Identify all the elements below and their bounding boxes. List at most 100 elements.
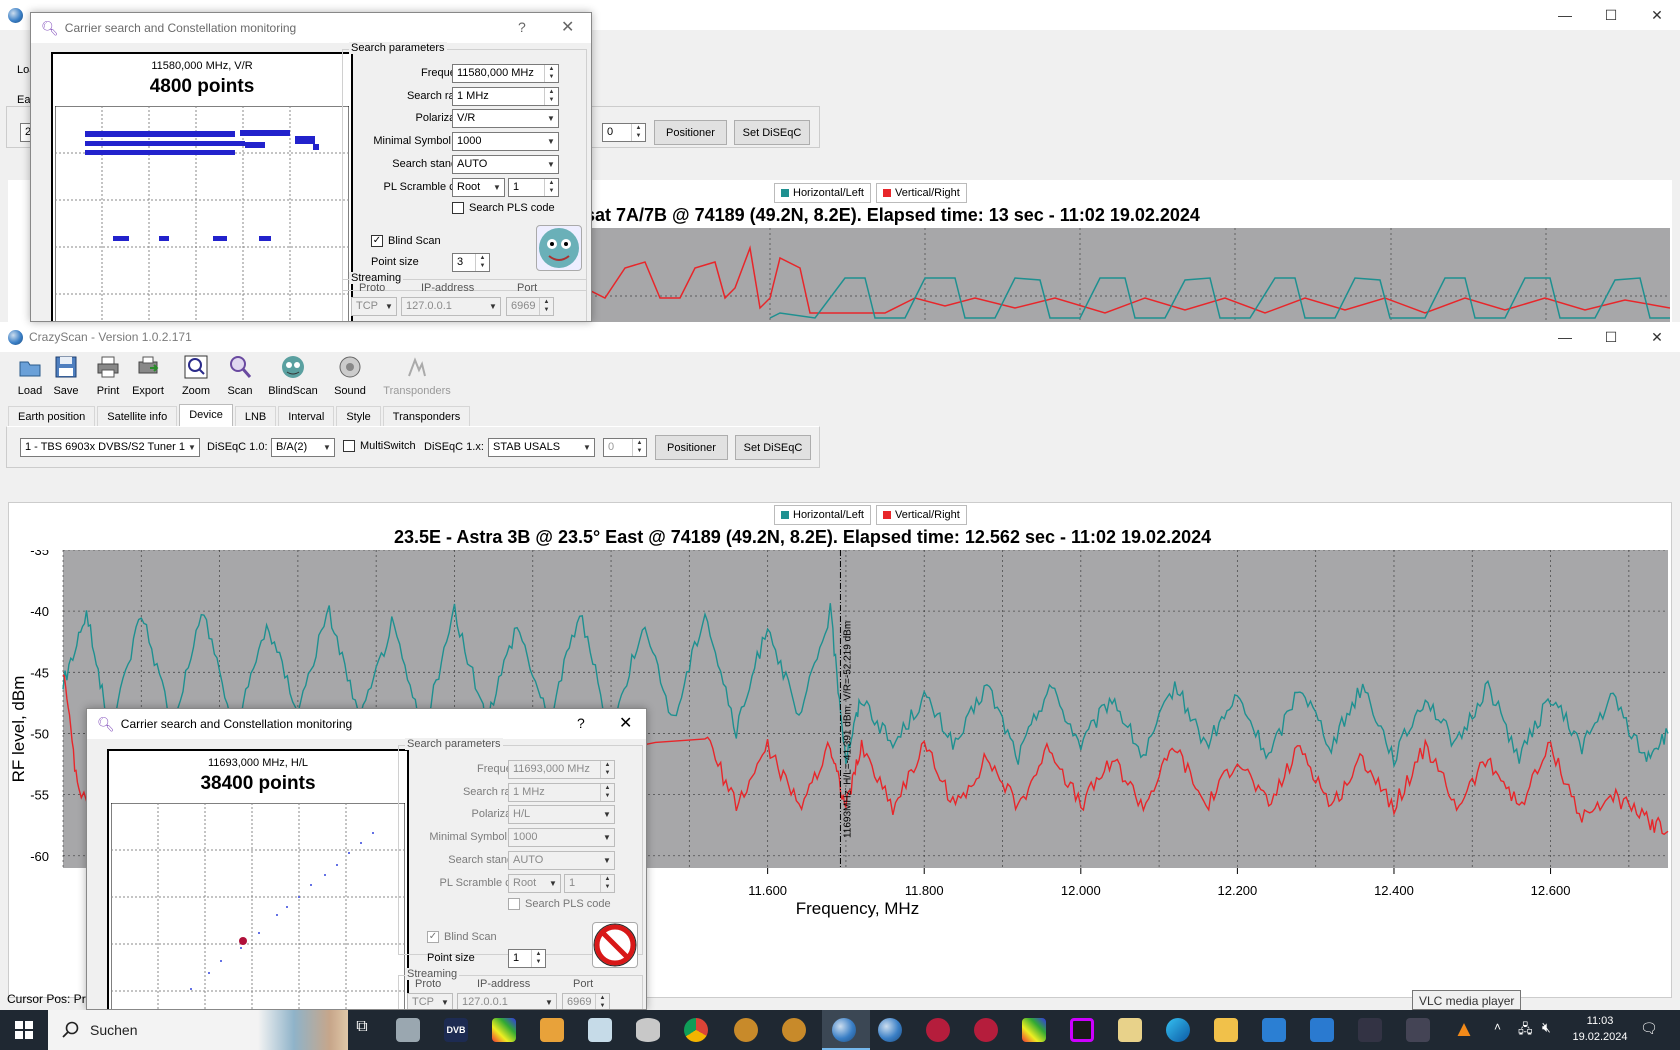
app-icon-4[interactable] — [540, 1018, 564, 1042]
crazyscan-taskbar-icon[interactable] — [832, 1018, 856, 1042]
port-spin[interactable]: 6969 ▲ ▼ — [562, 993, 610, 1009]
multiswitch-checkbox[interactable]: MultiSwitch — [343, 440, 416, 452]
app-icon-9[interactable] — [782, 1018, 806, 1042]
search-range-spin[interactable]: 1 MHz ▲ ▼ — [452, 87, 559, 106]
pls-mode-combo[interactable]: Root ▼ — [508, 874, 561, 893]
edge-icon[interactable] — [1166, 1018, 1190, 1042]
blind-scan-checkbox[interactable]: ✓ Blind Scan — [427, 931, 497, 943]
toolbar-load-button[interactable]: Load — [12, 354, 48, 398]
app-icon-21[interactable] — [1358, 1018, 1382, 1042]
chrome-icon[interactable] — [684, 1018, 708, 1042]
stop-scan-button[interactable] — [592, 922, 638, 968]
network-icon[interactable]: 🖧︎ — [1518, 1021, 1533, 1036]
polarization-combo[interactable]: H/L ▼ — [508, 805, 615, 824]
pls-mode-combo[interactable]: Root ▼ — [452, 178, 505, 197]
search-standard-combo[interactable]: AUTO ▼ — [508, 851, 615, 870]
vlc-icon[interactable]: ▲ — [1453, 1016, 1475, 1041]
file-explorer-icon[interactable] — [1214, 1018, 1238, 1042]
toolbar-export-button[interactable]: Export — [128, 354, 168, 398]
dialog-top-titlebar[interactable]: 🔍︎ Carrier search and Constellation moni… — [31, 13, 591, 43]
close-button[interactable]: ✕ — [1651, 328, 1663, 345]
tab-interval[interactable]: Interval — [278, 406, 335, 426]
mpc-icon[interactable] — [1406, 1018, 1430, 1042]
search-pls-checkbox[interactable]: Search PLS code — [452, 202, 555, 214]
app-icon-16[interactable] — [1118, 1018, 1142, 1042]
taskbar-search-box[interactable]: Suchen — [48, 1010, 348, 1050]
point-size-spin[interactable]: 1 ▲ ▼ — [508, 949, 546, 968]
tab-transponders[interactable]: Transponders — [382, 406, 471, 426]
set-diseqc-button[interactable]: Set DiSEqC — [735, 435, 811, 460]
proto-combo[interactable]: TCP ▼ — [351, 297, 397, 316]
minimize-button[interactable]: — — [1558, 329, 1572, 345]
toolbar-zoom-button[interactable]: Zoom — [180, 354, 212, 398]
tuner-combo[interactable]: 1 - TBS 6903x DVBS/S2 Tuner 1 ▼ — [20, 438, 200, 457]
ip-combo[interactable]: 127.0.0.1 ▼ — [457, 993, 557, 1009]
close-icon[interactable]: ✕ — [619, 715, 633, 732]
toolbar-save-button[interactable]: Save — [50, 354, 82, 398]
blindscan-start-button[interactable] — [536, 225, 582, 271]
bg-positioner-button[interactable]: Positioner — [654, 120, 727, 145]
diseqc1x-combo[interactable]: STAB USALS ▼ — [488, 438, 595, 457]
app-icon-3[interactable] — [492, 1018, 516, 1042]
ip-combo[interactable]: 127.0.0.1 ▼ — [401, 297, 501, 316]
app-icon-15[interactable] — [1070, 1018, 1094, 1042]
tray-chevron-icon[interactable]: ˄ — [1494, 1020, 1502, 1034]
app-icon-5[interactable] — [588, 1018, 612, 1042]
bg-tab-partial[interactable]: Ea — [17, 94, 31, 106]
clock[interactable]: 11:03 19.02.2024 — [1572, 1013, 1628, 1045]
app-icon-12[interactable] — [926, 1018, 950, 1042]
maximize-button[interactable]: ☐ — [1604, 6, 1618, 23]
diseqc10-combo[interactable]: B/A(2) ▼ — [271, 438, 335, 457]
app-icon-8[interactable] — [734, 1018, 758, 1042]
min-symbol-rate-combo[interactable]: 1000 ▼ — [452, 132, 559, 151]
min-symbol-rate-combo[interactable]: 1000 ▼ — [508, 828, 615, 847]
frequency-spin[interactable]: 11580,000 MHz ▲ ▼ — [452, 64, 559, 83]
tab-device[interactable]: Device — [179, 404, 233, 426]
close-button[interactable]: ✕ — [1651, 6, 1663, 23]
minimize-button[interactable]: — — [1558, 7, 1572, 23]
notifications-icon[interactable]: 🗨︎ — [1640, 1020, 1658, 1036]
volume-muted-icon[interactable]: 🔇︎ — [1542, 1019, 1551, 1035]
diseqc-spin[interactable]: 0 ▲ ▼ — [603, 438, 647, 457]
app-icon-1[interactable] — [396, 1018, 420, 1042]
frequency-spin[interactable]: 11693,000 MHz ▲ ▼ — [508, 760, 615, 779]
tab-satellite-info[interactable]: Satellite info — [97, 406, 178, 426]
toolbar-transponders-button[interactable]: Transponders — [382, 354, 452, 398]
point-size-spin[interactable]: 3 ▲ ▼ — [452, 253, 490, 272]
close-icon[interactable]: ✕ — [561, 19, 575, 36]
port-spin[interactable]: 6969 ▲ ▼ — [506, 297, 554, 316]
toolbar-sound-button[interactable]: Sound — [334, 354, 366, 398]
polarization-combo[interactable]: V/R ▼ — [452, 109, 559, 128]
toolbar-blindscan-button[interactable]: BlindScan — [266, 354, 320, 398]
search-standard-combo[interactable]: AUTO ▼ — [452, 155, 559, 174]
blind-scan-checkbox[interactable]: ✓ Blind Scan — [371, 235, 441, 247]
toolbar-print-button[interactable]: Print — [92, 354, 124, 398]
help-button[interactable]: ? — [577, 715, 585, 731]
tab-lnb[interactable]: LNB — [234, 406, 277, 426]
app-icon-14[interactable] — [1022, 1018, 1046, 1042]
main-titlebar[interactable]: CrazyScan - Version 1.0.2.171 — [0, 322, 1680, 352]
bg-diseqc-spin[interactable]: 0 ▲ ▼ — [602, 123, 646, 142]
task-view-icon[interactable]: ⧉ — [356, 1018, 368, 1035]
store-icon[interactable] — [1262, 1018, 1286, 1042]
maximize-button[interactable]: ☐ — [1604, 328, 1618, 345]
constellation-plot-top[interactable] — [55, 106, 349, 322]
positioner-button[interactable]: Positioner — [655, 435, 728, 460]
dialog-bottom-titlebar[interactable]: 🔍︎ Carrier search and Constellation moni… — [87, 709, 646, 739]
toolbar-scan-button[interactable]: Scan — [224, 354, 256, 398]
constellation-plot-bottom[interactable] — [111, 803, 405, 1010]
search-range-spin[interactable]: 1 MHz ▲ ▼ — [508, 783, 615, 802]
mail-icon[interactable] — [1310, 1018, 1334, 1042]
app-icon-13[interactable] — [974, 1018, 998, 1042]
tab-earth-position[interactable]: Earth position — [8, 406, 96, 426]
proto-combo[interactable]: TCP ▼ — [407, 993, 453, 1009]
pls-value-spin[interactable]: 1 ▲ ▼ — [564, 874, 615, 893]
database-icon[interactable] — [636, 1018, 660, 1042]
crazyscan-taskbar-icon-2[interactable] — [878, 1018, 902, 1042]
start-button[interactable] — [0, 1010, 48, 1050]
search-pls-checkbox[interactable]: Search PLS code — [508, 898, 611, 910]
tab-style[interactable]: Style — [336, 406, 381, 426]
pls-value-spin[interactable]: 1 ▲ ▼ — [508, 178, 559, 197]
bg-set-diseqc-button[interactable]: Set DiSEqC — [734, 120, 810, 145]
dvb-app-icon[interactable]: DVB — [444, 1018, 468, 1042]
